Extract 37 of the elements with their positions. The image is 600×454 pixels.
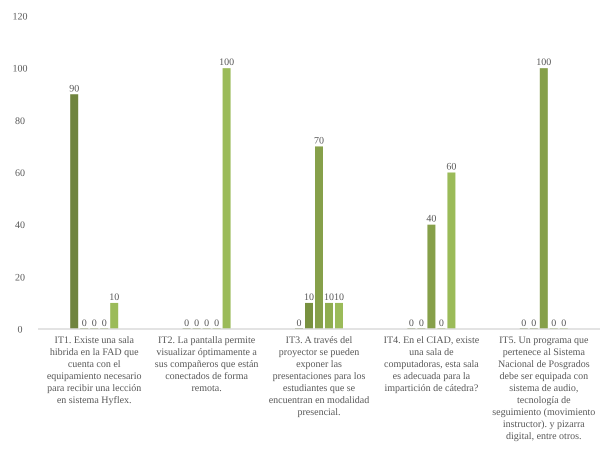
data-label: 10 xyxy=(304,292,314,303)
y-tick-label: 80 xyxy=(15,116,25,127)
y-tick-label: 40 xyxy=(15,220,25,232)
data-label: 0 xyxy=(214,318,220,329)
data-label: 100 xyxy=(219,57,234,68)
data-label: 0 xyxy=(82,318,87,329)
y-tick-label: 120 xyxy=(12,12,28,22)
data-label: 0 xyxy=(531,318,536,329)
x-tick-label: IT3. A través del proyector se pueden exponer las presentaciones para los estudiantes que se encuentran en modalidad presencial. xyxy=(268,335,370,418)
x-tick-label: IT4. En el CIAD, existe una sala de computadoras, esta sala es adecuada para la impartición de cátedra? xyxy=(384,335,480,394)
data-label: 0 xyxy=(438,318,444,329)
data-label: 0 xyxy=(204,318,210,329)
data-label: 10 xyxy=(334,292,344,303)
data-label: 0 xyxy=(561,318,566,329)
x-tick-label: IT2. La pantalla permite visualizar óptimamente a sus compañeros que están conectados de forma remota. xyxy=(154,335,258,394)
data-label: 70 xyxy=(314,135,324,146)
y-tick-label: 60 xyxy=(15,168,25,179)
data-label: 90 xyxy=(69,83,80,94)
category-label: IT5. Un programa que pertenece al Sistema Nacional de Posgrados debe ser equipada con sistema de audio, tecnología de seguimiento (movimiento instructor). y pizarra digital, entre otros. xyxy=(492,335,596,442)
data-label: 0 xyxy=(184,318,190,329)
x-tick-label: IT1. Existe una sala hibrida en la FAD que cuenta con el equipamiento necesario para recibir una lección en sistema Hyflex. xyxy=(46,335,142,406)
data-label: 0 xyxy=(296,318,302,329)
data-label: 0 xyxy=(102,318,107,329)
y-tick-label: 20 xyxy=(15,272,25,284)
data-label: 60 xyxy=(446,162,456,172)
y-tick-label: 100 xyxy=(12,64,28,75)
data-label: 0 xyxy=(551,318,556,329)
data-label: 0 xyxy=(408,318,414,329)
data-label: 40 xyxy=(426,214,436,225)
data-label: 100 xyxy=(536,57,552,68)
data-label: 0 xyxy=(418,318,424,329)
data-label: 0 xyxy=(194,318,200,329)
data-label: 10 xyxy=(109,292,120,303)
data-label: 0 xyxy=(521,318,526,329)
y-tick-label: 0 xyxy=(18,324,22,336)
data-label: 0 xyxy=(92,318,97,329)
data-label: 10 xyxy=(324,292,334,303)
